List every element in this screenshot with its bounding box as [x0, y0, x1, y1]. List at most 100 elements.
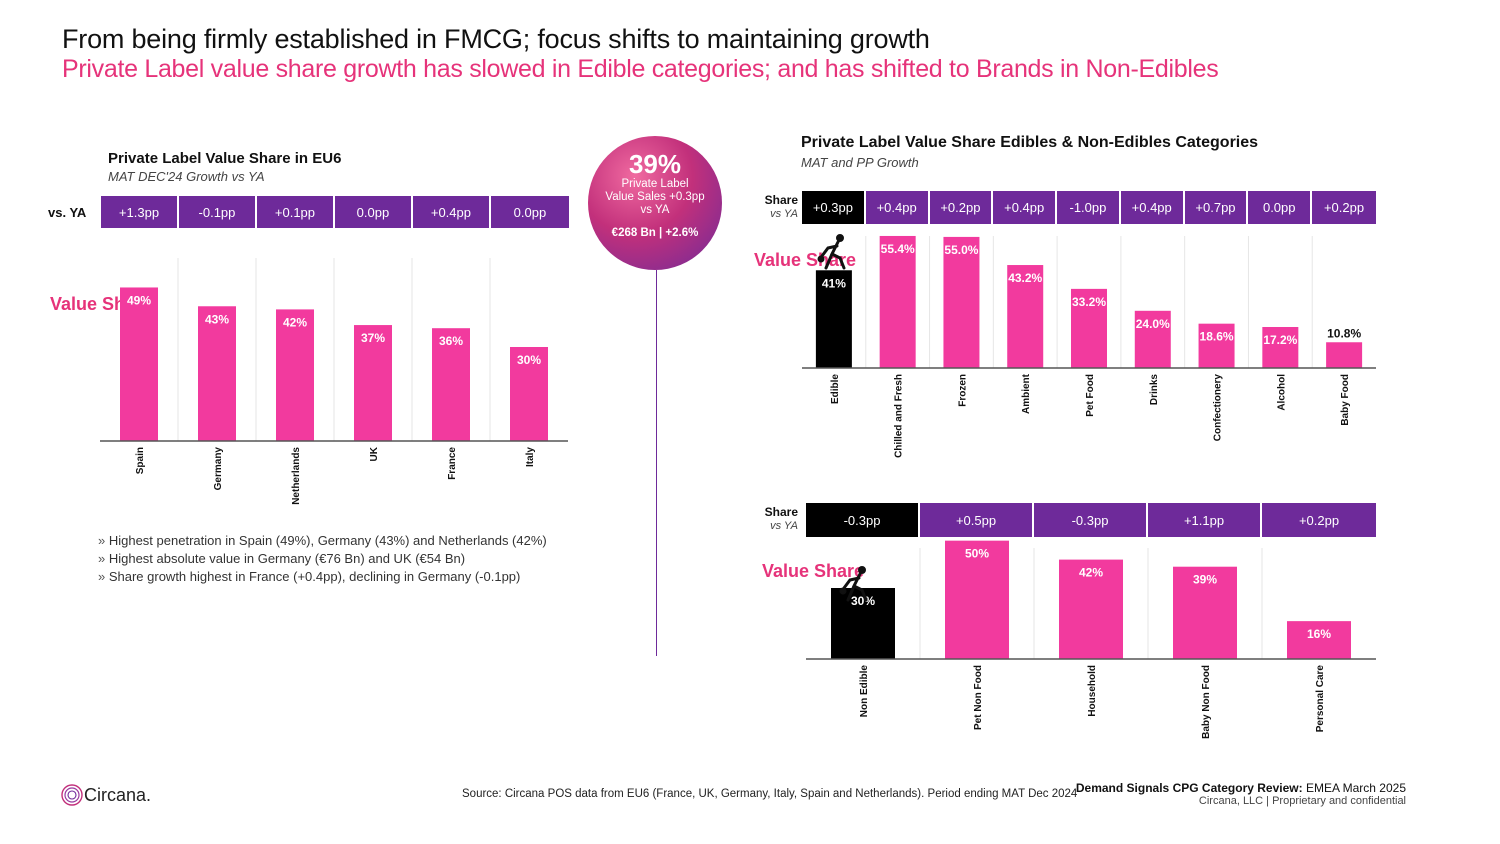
right-chart-subtitle: MAT and PP Growth	[801, 155, 919, 170]
bar-value-label: 36%	[439, 334, 463, 348]
bar-ambient	[1007, 265, 1044, 368]
company-confidential: Circana, LLC | Proprietary and confident…	[1198, 795, 1406, 807]
bar-personal-care	[1287, 621, 1351, 659]
bar-drinks	[1134, 310, 1171, 368]
report-info: Demand Signals CPG Category Review: EMEA…	[1076, 781, 1406, 807]
report-edition: EMEA March 2025	[1302, 781, 1406, 795]
growth-cell-germany: -0.1pp	[178, 196, 257, 228]
insight-item: Highest penetration in Spain (49%), Germ…	[98, 532, 547, 550]
circle-footer: €268 Bn | +2.6%	[611, 227, 699, 239]
category-label-personal-care: Personal Care	[1315, 665, 1326, 733]
category-label-pet-non-food: Pet Non Food	[973, 665, 984, 730]
category-label-baby-non-food: Baby Non Food	[1201, 665, 1212, 739]
share-vs-ya-label-nonedible: Share vs YA	[764, 505, 798, 533]
bar-chilled-and-fresh	[879, 235, 916, 368]
growth-strip-eu6: +1.3pp -0.1pp +0.1pp 0.0pp +0.4pp 0.0pp	[101, 196, 569, 228]
circle-line-3: vs YA	[640, 204, 670, 216]
insight-item: Highest absolute value in Germany (€76 B…	[98, 550, 547, 568]
bar-pet-food	[1071, 288, 1107, 368]
bar-netherlands	[276, 309, 314, 441]
bar-value-label: 17.2%	[1263, 333, 1297, 347]
growth-cell-non-edible: -0.3pp	[806, 503, 920, 537]
vs-ya-label: vs. YA	[48, 205, 87, 220]
person-pushing-ball-icon	[839, 566, 868, 602]
growth-cell-netherlands: +0.1pp	[256, 196, 335, 228]
bar-germany	[198, 306, 236, 441]
category-label-netherlands: Netherlands	[291, 447, 302, 505]
left-chart-title: Private Label Value Share in EU6	[108, 150, 342, 167]
insights-list: Highest penetration in Spain (49%), Germ…	[98, 532, 547, 586]
circana-logo: Circana.	[60, 783, 151, 807]
bar-value-label: 43%	[205, 312, 229, 326]
bar-value-label: 30%	[851, 594, 875, 608]
bar-value-label: 18.6%	[1200, 330, 1234, 344]
bar-value-label: 42%	[283, 315, 307, 329]
growth-cell-confectionery: +0.7pp	[1184, 191, 1249, 224]
bar-value-label: 55.4%	[881, 242, 915, 256]
chart-edibles-value-share: 41% Edible 55.4% Chilled and Fresh 55.0% Froz…	[802, 234, 1376, 458]
category-label-chilled-and-fresh: Chilled and Fresh	[894, 374, 905, 458]
category-label-italy: Italy	[525, 447, 536, 467]
growth-cell-france: +0.4pp	[412, 196, 491, 228]
bar-non-edible	[831, 588, 895, 659]
growth-cell-personal-care: +0.2pp	[1262, 503, 1376, 537]
bar-value-label: 33.2%	[1072, 295, 1106, 309]
chart-eu6-value-share: 49% Spain 43% Germany 42% Netherlands 37% UK 36%…	[100, 258, 568, 505]
bar-frozen	[943, 236, 980, 368]
bar-value-label: 24.0%	[1136, 317, 1170, 331]
growth-cell-ambient: +0.4pp	[993, 191, 1058, 224]
page-title: From being firmly established in FMCG; f…	[62, 24, 930, 54]
share-vs-ya-label: Share vs YA	[764, 193, 798, 221]
category-label-baby-food: Baby Food	[1340, 374, 1351, 426]
bar-pet-non-food	[945, 540, 1009, 659]
bar-italy	[510, 347, 548, 441]
growth-cell-frozen: +0.2pp	[929, 191, 994, 224]
category-label-household: Household	[1087, 665, 1098, 717]
growth-strip-edibles: +0.3pp +0.4pp +0.2pp +0.4pp -1.0pp +0.4pp +0.7…	[802, 191, 1376, 224]
report-title: Demand Signals CPG Category Review:	[1075, 781, 1303, 795]
bar-spain	[120, 287, 158, 441]
bar-confectionery	[1198, 323, 1235, 368]
source-note: Source: Circana POS data from EU6 (Franc…	[462, 788, 1078, 800]
growth-cell-spain: +1.3pp	[101, 196, 179, 228]
circana-logo-icon	[61, 784, 83, 806]
bar-value-label: 37%	[361, 331, 385, 345]
bar-value-label: 30%	[517, 353, 541, 367]
circle-line-2: Value Sales +0.3pp	[605, 191, 705, 203]
chart-non-edibles-value-share: 30% Non Edible 50% Pet Non Food 42% Household…	[806, 540, 1376, 739]
category-label-pet-food: Pet Food	[1085, 374, 1096, 417]
connector-line	[656, 270, 657, 656]
bar-value-label: 41%	[822, 276, 846, 290]
category-label-frozen: Frozen	[957, 374, 968, 407]
growth-cell-pet-food: -1.0pp	[1057, 191, 1121, 224]
category-label-confectionery: Confectionery	[1213, 374, 1224, 442]
bar-edible	[815, 270, 852, 368]
growth-cell-baby-food: +0.2pp	[1312, 191, 1376, 224]
person-pushing-ball-icon	[817, 234, 846, 270]
growth-strip-non-edibles: -0.3pp +0.5pp -0.3pp +1.1pp +0.2pp	[806, 503, 1376, 537]
growth-cell-uk: 0.0pp	[334, 196, 413, 228]
bar-value-label: 39%	[1193, 573, 1217, 587]
bar-value-label: 49%	[127, 293, 151, 307]
insight-item: Share growth highest in France (+0.4pp),…	[98, 568, 547, 586]
page-subtitle: Private Label value share growth has slo…	[62, 55, 1219, 83]
growth-cell-pet-non-food: +0.5pp	[920, 503, 1034, 537]
growth-cell-chilled-and-fresh: +0.4pp	[865, 191, 930, 224]
left-chart-subtitle: MAT DEC'24 Growth vs YA	[108, 169, 265, 184]
bar-value-label: 43.2%	[1008, 271, 1042, 285]
bar-value-label: 10.8%	[1327, 326, 1361, 340]
growth-cell-edible: +0.3pp	[802, 191, 866, 224]
bar-france	[432, 328, 470, 441]
growth-cell-baby-non-food: +1.1pp	[1148, 503, 1262, 537]
circle-line-1: Private Label	[621, 178, 689, 190]
category-label-alcohol: Alcohol	[1276, 374, 1287, 411]
logo-text: Circana.	[84, 784, 152, 805]
category-label-germany: Germany	[213, 447, 224, 491]
category-label-france: France	[447, 447, 458, 480]
right-chart-title: Private Label Value Share Edibles & Non-…	[801, 134, 1259, 151]
bar-value-label: 55.0%	[944, 243, 978, 257]
growth-cell-italy: 0.0pp	[490, 196, 569, 228]
bar-value-label: 16%	[1307, 627, 1331, 641]
growth-cell-household: -0.3pp	[1034, 503, 1148, 537]
category-label-edible: Edible	[830, 374, 841, 404]
